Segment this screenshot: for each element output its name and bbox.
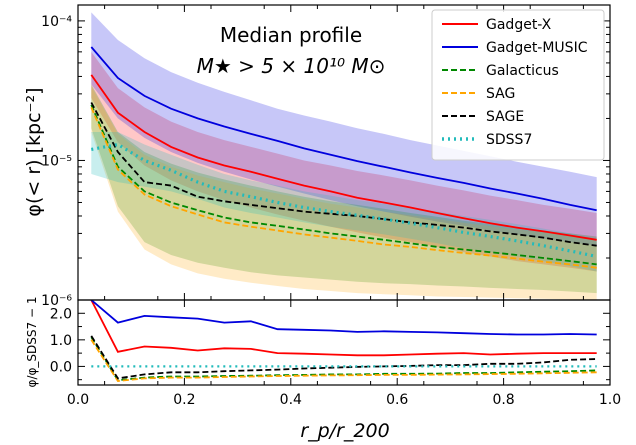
top-y-tick-label: 10⁻⁶ bbox=[41, 293, 72, 309]
top-series-lines bbox=[90, 46, 598, 269]
bottom-series-lines bbox=[90, 300, 597, 382]
bottom-ticks: 0.0 1.0 2.0 0.0 0.2 0.4 0.6 0.8 1.0 bbox=[50, 300, 621, 408]
legend: Gadget-X Gadget-MUSIC Galacticus SAG SAGE SDS… bbox=[431, 9, 605, 161]
x-axis-label: r_p/r_200 bbox=[300, 420, 389, 442]
bottom-x-tick-label: 0.8 bbox=[492, 392, 514, 408]
line-sdss7 bbox=[91, 142, 598, 259]
bottom-x-tick-label: 0.4 bbox=[280, 392, 302, 408]
ratio-line-sage bbox=[90, 335, 597, 380]
bottom-y-axis-label: φ/φ_SDSS7 − 1 bbox=[25, 297, 39, 388]
legend-label-sdss7: SDSS7 bbox=[486, 132, 532, 148]
band-gadget-x bbox=[91, 51, 597, 272]
legend-label-sage: SAGE bbox=[486, 109, 524, 125]
top-confidence-bands bbox=[91, 12, 597, 300]
top-panel: 10⁻⁶ 10⁻⁵ 10⁻⁴ Median profile M★ > 5 × 10¹… bbox=[23, 4, 611, 309]
band-sag bbox=[91, 86, 597, 300]
line-gadget-x bbox=[90, 74, 597, 241]
band-sdss7 bbox=[91, 132, 597, 272]
band-galacticus bbox=[91, 84, 597, 294]
ratio-line-gadget-music bbox=[90, 300, 597, 336]
bottom-x-tick-label: 0.2 bbox=[173, 392, 195, 408]
ratio-line-sag bbox=[90, 339, 597, 382]
bottom-y-tick-label: 2.0 bbox=[50, 306, 72, 322]
bottom-x-tick-label: 1.0 bbox=[599, 392, 621, 408]
legend-label-gadget-music: Gadget-MUSIC bbox=[486, 40, 588, 56]
top-y-tick-label: 10⁻⁵ bbox=[41, 153, 72, 169]
top-y-ticks: 10⁻⁶ 10⁻⁵ 10⁻⁴ bbox=[41, 5, 611, 309]
legend-label-galacticus: Galacticus bbox=[486, 63, 559, 79]
bottom-y-tick-label: 1.0 bbox=[50, 333, 72, 349]
band-gadget-music bbox=[91, 12, 597, 246]
legend-label-gadget-x: Gadget-X bbox=[486, 17, 552, 33]
line-sag bbox=[90, 107, 597, 269]
bottom-panel: 0.0 1.0 2.0 0.0 0.2 0.4 0.6 0.8 1.0 φ/φ_SDSS7 − … bbox=[25, 297, 621, 442]
bottom-x-tick-label: 0.6 bbox=[386, 392, 408, 408]
annotation-title: Median profile bbox=[220, 23, 362, 47]
annotation-mass-cut: M★ > 5 × 10¹⁰ M⊙ bbox=[197, 54, 386, 78]
ratio-line-gadget-x bbox=[90, 300, 597, 357]
legend-label-sag: SAG bbox=[486, 86, 515, 102]
line-galacticus bbox=[90, 104, 597, 266]
top-y-axis-label: φ(< r) [kpc⁻²] bbox=[23, 87, 45, 216]
bottom-y-tick-label: 0.0 bbox=[50, 359, 72, 375]
bottom-x-tick-label: 0.0 bbox=[67, 392, 89, 408]
ratio-line-galacticus bbox=[90, 336, 597, 382]
bottom-axes-frame bbox=[77, 299, 611, 386]
top-y-tick-label: 10⁻⁴ bbox=[41, 14, 72, 30]
line-gadget-music bbox=[90, 46, 597, 212]
